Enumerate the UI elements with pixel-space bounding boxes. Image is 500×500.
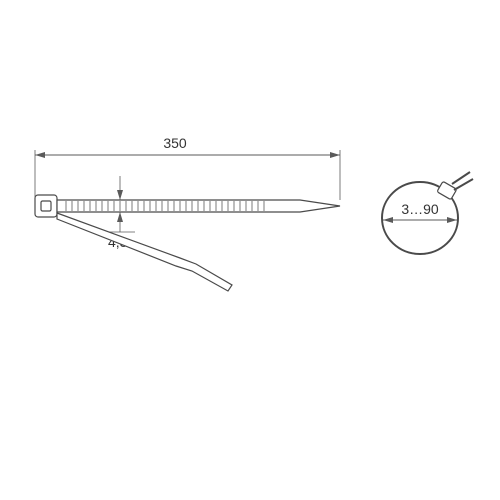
length-value: 350 (163, 135, 187, 151)
flat-view: 350 4,8 (35, 135, 340, 291)
cable-tie-dimensional-diagram: 350 4,8 (0, 0, 500, 500)
bundle-dia-dimension: 3…90 (383, 201, 457, 223)
strap (57, 200, 340, 212)
head (35, 195, 57, 217)
length-dimension: 350 (35, 135, 340, 200)
loop-view: 3…90 (382, 172, 473, 254)
loop-head (437, 181, 457, 199)
bundle-dia-value: 3…90 (401, 201, 439, 217)
bent-tail (57, 213, 232, 291)
